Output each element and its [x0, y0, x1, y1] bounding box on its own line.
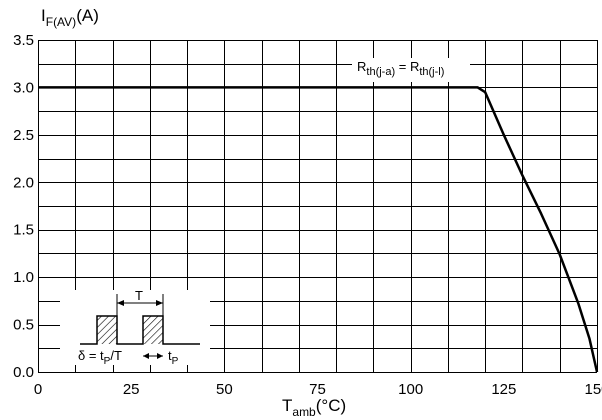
grid: [38, 40, 598, 373]
y-tick-label: 0.5: [13, 317, 34, 334]
period-label: T: [135, 288, 143, 303]
x-tick-labels: 0 25 50 75 100 125 150: [34, 381, 602, 398]
duty-cycle-label: δ = tP/T: [78, 348, 122, 367]
rth-annotation: Rth(j-a) = Rth(j-l): [357, 59, 444, 78]
tp-arrow-head-right: [157, 353, 163, 359]
y-tick-label: 2.0: [13, 174, 34, 191]
x-tick-label: 75: [309, 381, 326, 398]
x-tick-label: 125: [491, 381, 516, 398]
period-arrow-head-right: [156, 300, 163, 306]
x-axis-title: Tamb(°C): [282, 396, 346, 419]
y-tick-label: 3.0: [13, 79, 34, 96]
x-tick-label: 150: [584, 381, 602, 398]
tp-label: tP: [168, 348, 179, 367]
x-tick-label: 0: [34, 381, 42, 398]
annotation-group: Rth(j-a) = Rth(j-l): [352, 58, 470, 82]
series-line: [38, 86, 599, 373]
pulse-hatch-1: [97, 316, 117, 344]
y-tick-label: 1.5: [13, 222, 34, 239]
y-tick-label: 3.5: [13, 32, 34, 49]
pulse-hatch-2: [143, 316, 163, 344]
y-tick-label: 2.5: [13, 127, 34, 144]
pulse-inset: T δ = tP/T tP: [60, 288, 210, 367]
period-arrow-head-left: [117, 300, 124, 306]
y-tick-label: 0.0: [13, 364, 34, 381]
y-tick-label: 1.0: [13, 269, 34, 286]
x-tick-label: 25: [123, 381, 140, 398]
y-axis-title: IF(AV)(A): [41, 6, 99, 29]
x-tick-label: 100: [398, 381, 423, 398]
x-tick-label: 50: [216, 381, 233, 398]
y-tick-labels: 0.0 0.5 1.0 1.5 2.0 2.5 3.0 3.5: [13, 32, 34, 381]
tp-arrow-head-left: [143, 353, 149, 359]
